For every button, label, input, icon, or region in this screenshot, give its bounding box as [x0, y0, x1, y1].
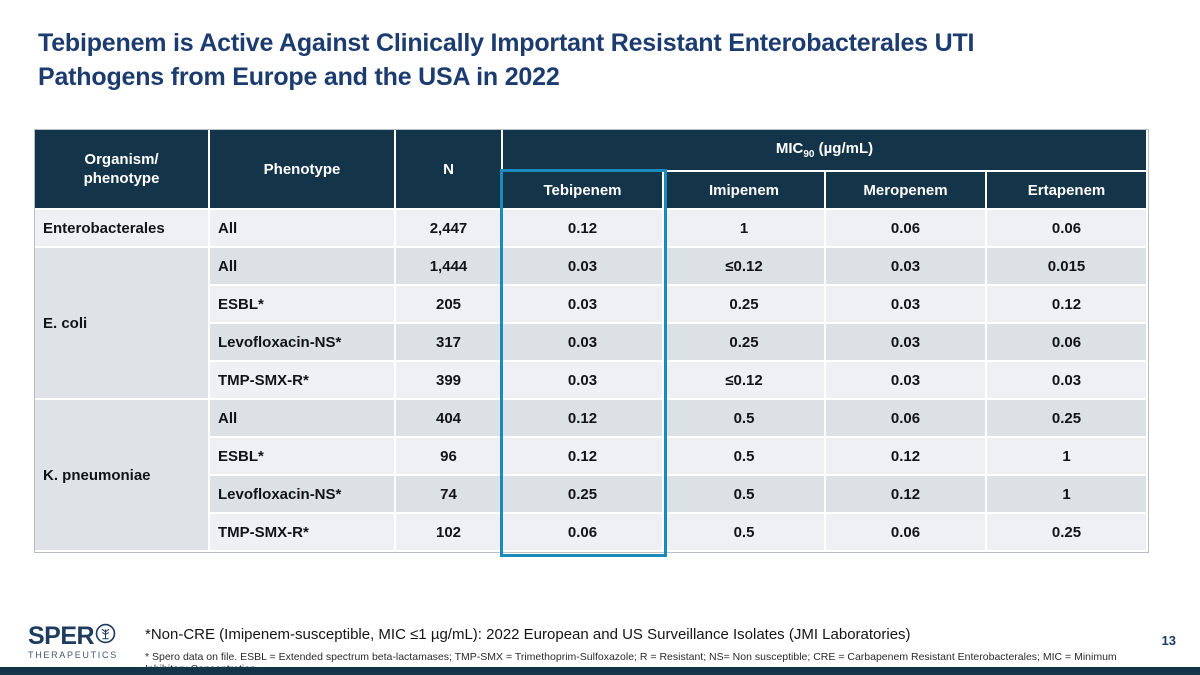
- mic-cell-tebipenem: 0.03: [503, 286, 664, 324]
- table-row: TMP-SMX-R* 399 0.03 ≤0.12 0.03 0.03: [35, 362, 1149, 400]
- mic-label: MIC: [775, 140, 804, 157]
- n-cell: 317: [396, 324, 503, 362]
- column-header-n: N: [396, 130, 503, 210]
- n-cell: 404: [396, 400, 503, 438]
- table-row: ESBL* 96 0.12 0.5 0.12 1: [35, 438, 1149, 476]
- mic-cell-tebipenem: 0.03: [503, 362, 664, 400]
- logo-subtext: THERAPEUTICS: [28, 650, 118, 660]
- mic-cell-ertapenem: 0.015: [987, 248, 1149, 286]
- n-cell: 1,444: [396, 248, 503, 286]
- table-row: Levofloxacin-NS* 74 0.25 0.5 0.12 1: [35, 476, 1149, 514]
- n-cell: 74: [396, 476, 503, 514]
- phenotype-cell: TMP-SMX-R*: [210, 514, 396, 552]
- mic-cell-meropenem: 0.03: [826, 362, 987, 400]
- n-cell: 96: [396, 438, 503, 476]
- mic-table: Organism/ phenotype Phenotype N MIC90 (µ…: [35, 130, 1149, 552]
- table-row: TMP-SMX-R* 102 0.06 0.5 0.06 0.25: [35, 514, 1149, 552]
- mic-cell-imipenem: 0.5: [664, 514, 826, 552]
- mic-cell-ertapenem: 0.06: [987, 210, 1149, 248]
- mic-cell-tebipenem: 0.12: [503, 400, 664, 438]
- column-header-ertapenem: Ertapenem: [987, 172, 1149, 210]
- mic-cell-ertapenem: 0.06: [987, 324, 1149, 362]
- table-row: E. coli All 1,444 0.03 ≤0.12 0.03 0.015: [35, 248, 1149, 400]
- phenotype-cell: TMP-SMX-R*: [210, 362, 396, 400]
- n-cell: 205: [396, 286, 503, 324]
- n-cell: 102: [396, 514, 503, 552]
- table-row: ESBL* 205 0.03 0.25 0.03 0.12: [35, 286, 1149, 324]
- organism-cell: Enterobacterales: [35, 210, 210, 248]
- mic-cell-imipenem: ≤0.12: [664, 362, 826, 400]
- phenotype-cell: ESBL*: [210, 286, 396, 324]
- mic-cell-meropenem: 0.03: [826, 324, 987, 362]
- logo-wordmark: SPER: [28, 621, 95, 650]
- phenotype-cell: All: [210, 248, 396, 286]
- mic-cell-tebipenem: 0.06: [503, 514, 664, 552]
- phenotype-cell: All: [210, 400, 396, 438]
- table-row: Enterobacterales All 2,447 0.12 1 0.06 0…: [35, 210, 1149, 248]
- mic-cell-meropenem: 0.06: [826, 400, 987, 438]
- mic-cell-meropenem: 0.12: [826, 476, 987, 514]
- n-cell: 399: [396, 362, 503, 400]
- mic-cell-meropenem: 0.03: [826, 286, 987, 324]
- page-number: 13: [1161, 633, 1176, 648]
- mic-cell-imipenem: 0.25: [664, 324, 826, 362]
- mic-table-container: Organism/ phenotype Phenotype N MIC90 (µ…: [35, 130, 1149, 552]
- phenotype-cell: Levofloxacin-NS*: [210, 476, 396, 514]
- mic-unit: (µg/mL): [814, 140, 874, 157]
- phenotype-cell: All: [210, 210, 396, 248]
- spero-logo: SPER THERAPEUTICS: [28, 622, 148, 660]
- phenotype-cell: Levofloxacin-NS*: [210, 324, 396, 362]
- mic-cell-meropenem: 0.06: [826, 210, 987, 248]
- mic-cell-ertapenem: 0.25: [987, 514, 1149, 552]
- table-row: Levofloxacin-NS* 317 0.03 0.25 0.03 0.06: [35, 324, 1149, 362]
- mic-cell-ertapenem: 0.25: [987, 400, 1149, 438]
- mic-cell-imipenem: ≤0.12: [664, 248, 826, 286]
- mic-cell-imipenem: 0.25: [664, 286, 826, 324]
- organism-cell: K. pneumoniae: [35, 400, 210, 552]
- mic-subscript: 90: [803, 149, 815, 160]
- column-header-imipenem: Imipenem: [664, 172, 826, 210]
- column-header-phenotype: Phenotype: [210, 130, 396, 210]
- tree-in-circle-icon: [95, 623, 116, 649]
- mic-cell-tebipenem: 0.12: [503, 438, 664, 476]
- table-row: K. pneumoniae All 404 0.12 0.5 0.06 0.25: [35, 400, 1149, 552]
- mic-cell-imipenem: 0.5: [664, 476, 826, 514]
- mic-cell-ertapenem: 1: [987, 438, 1149, 476]
- bottom-accent-bar: [0, 667, 1200, 675]
- mic-cell-meropenem: 0.06: [826, 514, 987, 552]
- mic-cell-ertapenem: 0.03: [987, 362, 1149, 400]
- n-cell: 2,447: [396, 210, 503, 248]
- mic-cell-imipenem: 0.5: [664, 438, 826, 476]
- mic-cell-imipenem: 0.5: [664, 400, 826, 438]
- mic-cell-meropenem: 0.03: [826, 248, 987, 286]
- mic-cell-tebipenem: 0.12: [503, 210, 664, 248]
- footnote-primary: *Non-CRE (Imipenem-susceptible, MIC ≤1 µ…: [145, 626, 911, 643]
- mic-cell-meropenem: 0.12: [826, 438, 987, 476]
- column-header-tebipenem: Tebipenem: [503, 172, 664, 210]
- column-group-header-mic90: MIC90 (µg/mL): [503, 130, 1149, 172]
- mic-cell-ertapenem: 1: [987, 476, 1149, 514]
- organism-cell: E. coli: [35, 248, 210, 400]
- mic-cell-imipenem: 1: [664, 210, 826, 248]
- phenotype-cell: ESBL*: [210, 438, 396, 476]
- mic-cell-ertapenem: 0.12: [987, 286, 1149, 324]
- column-header-meropenem: Meropenem: [826, 172, 987, 210]
- mic-cell-tebipenem: 0.25: [503, 476, 664, 514]
- mic-cell-tebipenem: 0.03: [503, 324, 664, 362]
- column-header-organism: Organism/ phenotype: [35, 130, 210, 210]
- mic-cell-tebipenem: 0.03: [503, 248, 664, 286]
- slide-title: Tebipenem is Active Against Clinically I…: [38, 29, 975, 91]
